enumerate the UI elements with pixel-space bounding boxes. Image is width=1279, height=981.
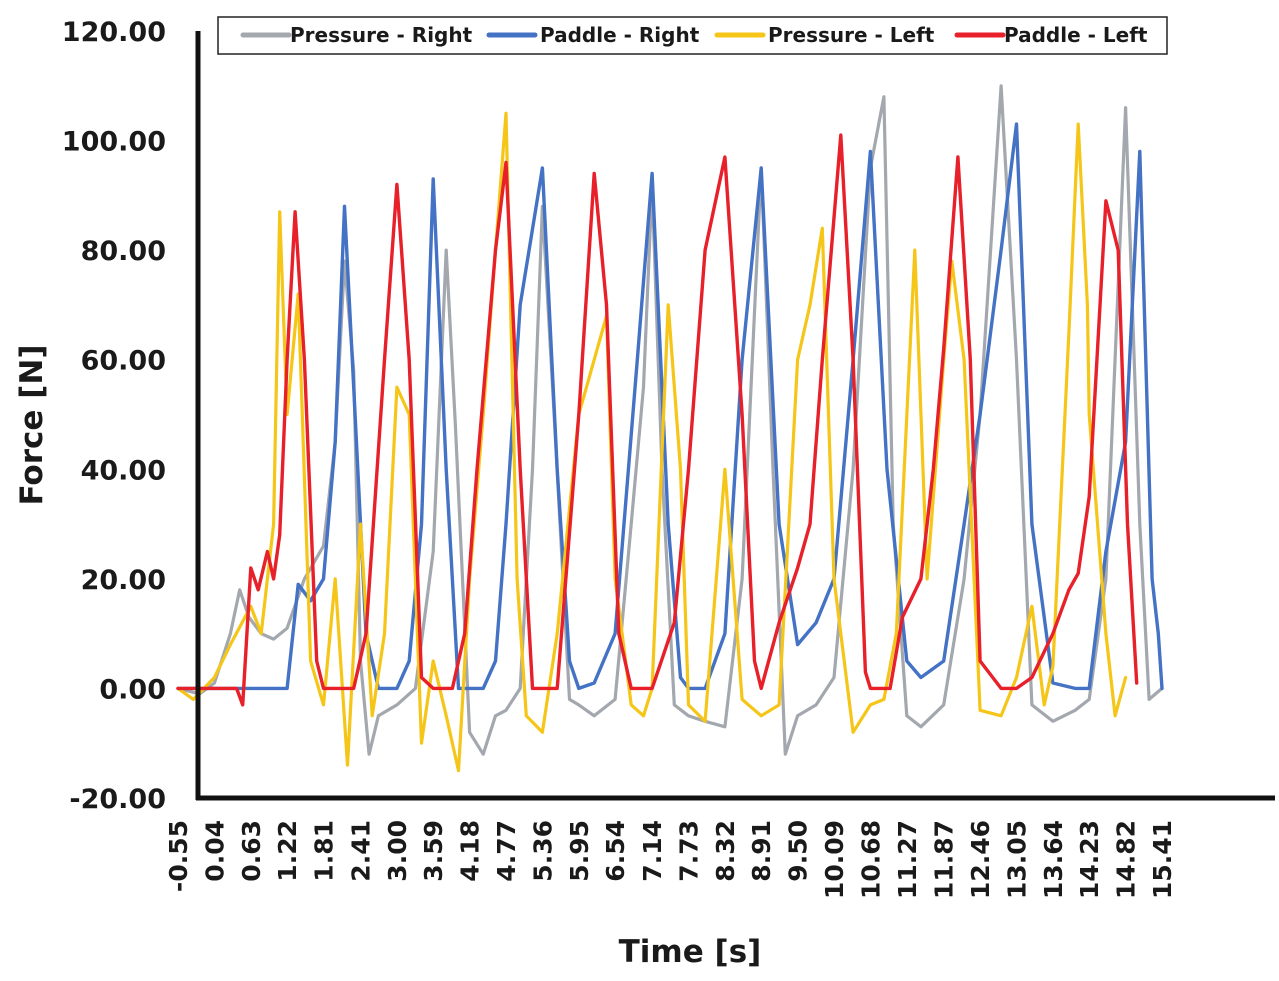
x-tick-label: 8.91 xyxy=(747,820,776,882)
x-tick-label: 14.23 xyxy=(1075,820,1104,899)
y-axis-title: Force [N] xyxy=(14,345,50,506)
x-tick-label: 1.22 xyxy=(273,820,302,882)
x-tick-label: 12.46 xyxy=(966,820,995,899)
y-tick-labels: -20.00 0.00 20.00 40.00 60.00 80.00 100.00 120.… xyxy=(62,17,166,815)
x-tick-label: 5.95 xyxy=(565,820,594,882)
x-tick-labels: -0.55 0.04 0.63 1.22 1.81 2.41 3.00 3.59 4.18 4.7… xyxy=(164,820,1177,899)
x-tick-label: 4.77 xyxy=(492,820,521,882)
x-tick-label: 7.14 xyxy=(638,820,667,882)
x-tick-label: 10.09 xyxy=(820,820,849,899)
legend-label: Pressure - Right xyxy=(290,23,473,47)
series-line-pressure-right xyxy=(176,84,1164,756)
x-tick-label: 2.41 xyxy=(347,820,376,882)
legend-label: Pressure - Left xyxy=(768,23,935,47)
y-tick-label: 60.00 xyxy=(81,346,166,377)
series-lines xyxy=(176,84,1164,773)
x-tick-label: 6.54 xyxy=(601,820,630,882)
x-tick-label: 11.87 xyxy=(930,820,959,899)
y-tick-label: 40.00 xyxy=(81,455,166,486)
x-tick-label: -0.55 xyxy=(164,820,193,892)
x-tick-label: 0.04 xyxy=(200,820,229,882)
x-tick-label: 1.81 xyxy=(310,820,339,882)
legend-label: Paddle - Right xyxy=(540,23,700,47)
y-tick-label: 100.00 xyxy=(62,127,166,158)
series-line-pressure-left xyxy=(176,111,1128,773)
x-tick-label: 13.64 xyxy=(1039,820,1068,899)
y-tick-label: 80.00 xyxy=(81,236,166,267)
x-tick-label: 0.63 xyxy=(237,820,266,882)
x-tick-label: 3.00 xyxy=(383,820,412,882)
series-line-paddle-left xyxy=(176,133,1139,707)
y-tick-label: 20.00 xyxy=(81,565,166,596)
legend-box xyxy=(217,16,1168,55)
x-tick-label: 3.59 xyxy=(419,820,448,882)
y-tick-label: 120.00 xyxy=(62,17,166,48)
x-tick-label: 13.05 xyxy=(1003,820,1032,899)
x-tick-label: 15.41 xyxy=(1148,820,1177,899)
axes xyxy=(195,31,1275,801)
legend: Pressure - Right Paddle - Right Pressure -… xyxy=(217,16,1168,55)
x-tick-label: 7.73 xyxy=(675,820,704,882)
x-tick-label: 5.36 xyxy=(528,820,557,882)
x-axis-title: Time [s] xyxy=(619,934,762,970)
x-tick-label: 11.27 xyxy=(893,820,922,899)
x-tick-label: 9.50 xyxy=(784,820,813,882)
x-tick-label: 14.82 xyxy=(1112,820,1141,899)
x-tick-label: 4.18 xyxy=(456,820,485,882)
y-tick-label: -20.00 xyxy=(69,784,166,815)
x-tick-label: 10.68 xyxy=(856,820,885,899)
legend-label: Paddle - Left xyxy=(1004,23,1148,47)
x-tick-label: 8.32 xyxy=(711,820,740,882)
y-tick-label: 0.00 xyxy=(99,674,166,705)
